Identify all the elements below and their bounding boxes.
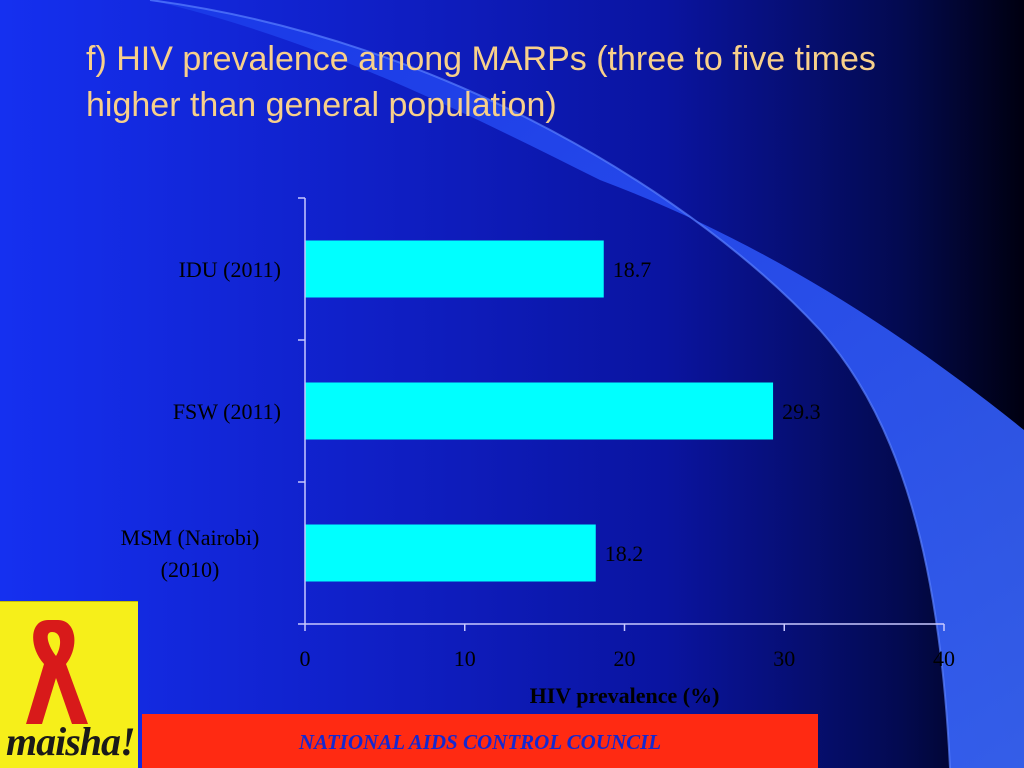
category-label-1: FSW (2011): [173, 399, 281, 424]
red-ribbon-icon: [26, 620, 88, 724]
data-label-1: 29.3: [782, 399, 821, 424]
x-tick-label-3: 30: [773, 646, 795, 671]
x-tick-label-4: 40: [933, 646, 955, 671]
bar-2: [305, 524, 596, 582]
swoosh-edge-line: [149, 0, 951, 768]
bar-0: [305, 240, 604, 298]
category-label-2: MSM (Nairobi) (2010): [121, 525, 260, 582]
data-label-2: 18.2: [605, 541, 644, 566]
footer-org-name: NATIONAL AIDS CONTROL COUNCIL: [298, 730, 662, 754]
slide-title: f) HIV prevalence among MARPs (three to …: [86, 40, 876, 124]
bar-1: [305, 382, 774, 440]
swoosh-light-curve: [150, 0, 1024, 768]
footer-band: NATIONAL AIDS CONTROL COUNCIL: [142, 714, 818, 768]
logo-wordmark: maisha!: [6, 719, 136, 764]
x-tick-label-1: 10: [454, 646, 476, 671]
x-tick-label-2: 20: [614, 646, 636, 671]
x-tick-label-0: 0: [300, 646, 311, 671]
plot-layer: 18.7 IDU (2011) 29.3 FSW (2011) 18.2 MSM (Nai…: [121, 197, 955, 708]
maisha-logo: maisha!: [0, 601, 138, 768]
x-axis-title: HIV prevalence (%): [530, 683, 720, 708]
category-label-0: IDU (2011): [179, 257, 281, 282]
data-label-0: 18.7: [613, 257, 652, 282]
